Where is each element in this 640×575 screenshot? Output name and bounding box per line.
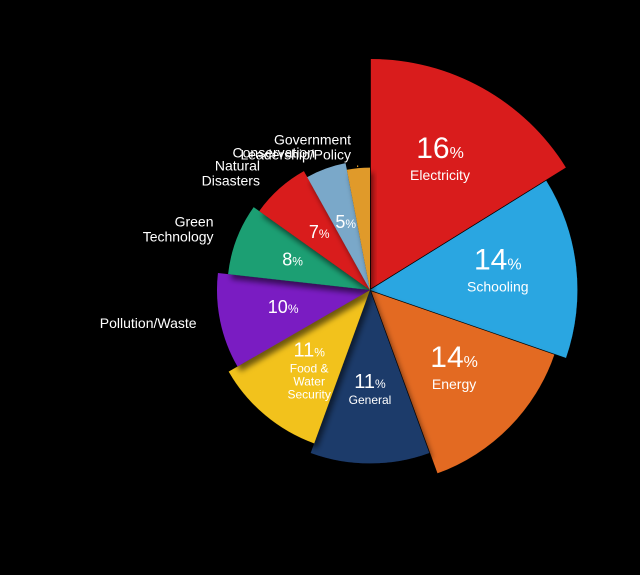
- slice-label-gov-policy: Government: [274, 132, 351, 148]
- slice-label-food-water: Security: [287, 388, 330, 402]
- slice-label-schooling: Schooling: [467, 279, 529, 295]
- pie-chart: 16%Electricity14%Schooling14%Energy11%Ge…: [0, 0, 640, 575]
- slice-label-green-tech: Green: [175, 214, 214, 230]
- pie-chart-container: 16%Electricity14%Schooling14%Energy11%Ge…: [0, 0, 640, 575]
- slice-label-food-water: Food &: [290, 362, 329, 376]
- slice-label-pollution-waste: Pollution/Waste: [100, 315, 197, 331]
- slice-label-natural-disasters: Disasters: [202, 173, 260, 189]
- slice-label-general: General: [349, 393, 392, 407]
- slice-label-gov-policy: Leadership/Policy: [241, 147, 352, 163]
- slice-label-food-water: Water: [293, 375, 325, 389]
- slice-label-green-tech: Technology: [143, 229, 214, 245]
- slice-label-energy: Energy: [432, 376, 476, 392]
- slice-label-electricity: Electricity: [410, 167, 470, 183]
